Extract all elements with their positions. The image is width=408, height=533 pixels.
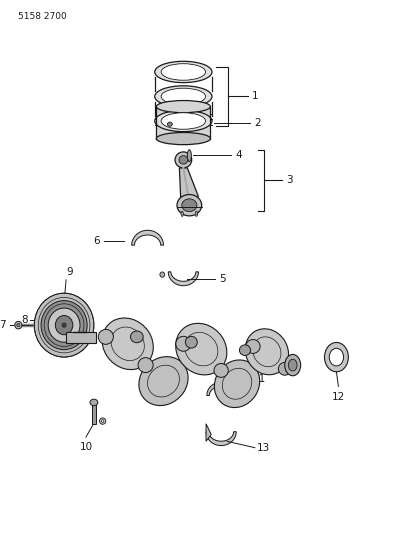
Ellipse shape	[102, 318, 153, 369]
Text: 2: 2	[254, 118, 261, 127]
Ellipse shape	[55, 316, 73, 335]
Text: 5: 5	[219, 274, 226, 284]
Text: 11: 11	[253, 375, 266, 384]
Text: 10: 10	[80, 442, 93, 453]
Ellipse shape	[90, 399, 98, 406]
Ellipse shape	[187, 150, 191, 161]
Ellipse shape	[288, 359, 297, 371]
Text: 1: 1	[252, 92, 258, 101]
Text: 6: 6	[93, 236, 100, 246]
Ellipse shape	[177, 195, 202, 216]
Ellipse shape	[214, 360, 260, 408]
Polygon shape	[207, 382, 235, 395]
Polygon shape	[206, 424, 211, 441]
Bar	[66, 332, 96, 343]
Ellipse shape	[156, 101, 211, 112]
Ellipse shape	[185, 333, 218, 366]
Ellipse shape	[329, 349, 344, 366]
Ellipse shape	[253, 337, 281, 367]
Ellipse shape	[98, 329, 113, 344]
Ellipse shape	[17, 324, 20, 327]
Ellipse shape	[161, 88, 206, 104]
Ellipse shape	[155, 110, 212, 132]
Ellipse shape	[161, 112, 206, 130]
Polygon shape	[206, 432, 236, 446]
Ellipse shape	[278, 362, 291, 375]
Ellipse shape	[160, 272, 165, 277]
Ellipse shape	[139, 357, 188, 406]
Polygon shape	[180, 168, 198, 211]
Ellipse shape	[175, 152, 192, 168]
Polygon shape	[132, 230, 164, 245]
Ellipse shape	[148, 365, 180, 397]
Ellipse shape	[167, 122, 172, 126]
Text: 5158 2700: 5158 2700	[18, 12, 67, 21]
Ellipse shape	[182, 199, 197, 212]
Ellipse shape	[100, 418, 106, 424]
Bar	[156, 107, 211, 139]
Bar	[92, 402, 95, 424]
Ellipse shape	[41, 301, 87, 350]
Ellipse shape	[131, 331, 143, 343]
Ellipse shape	[222, 368, 252, 399]
Ellipse shape	[195, 211, 198, 216]
Ellipse shape	[181, 211, 183, 216]
Text: 8: 8	[22, 315, 28, 325]
Ellipse shape	[62, 323, 66, 327]
Ellipse shape	[214, 364, 228, 377]
Ellipse shape	[245, 329, 288, 375]
Text: 12: 12	[332, 392, 345, 402]
Ellipse shape	[102, 420, 104, 422]
Ellipse shape	[138, 358, 153, 373]
Ellipse shape	[15, 321, 22, 329]
Text: 3: 3	[286, 175, 293, 185]
Ellipse shape	[246, 340, 260, 353]
Ellipse shape	[285, 354, 301, 376]
Text: 7: 7	[0, 320, 6, 330]
Ellipse shape	[185, 336, 197, 348]
Ellipse shape	[161, 63, 206, 80]
Polygon shape	[168, 272, 198, 286]
Ellipse shape	[239, 345, 251, 356]
Ellipse shape	[176, 324, 227, 375]
Ellipse shape	[179, 156, 188, 164]
Text: 9: 9	[67, 267, 73, 277]
Text: 4: 4	[235, 150, 242, 159]
Ellipse shape	[156, 133, 211, 144]
Ellipse shape	[155, 86, 212, 107]
Ellipse shape	[48, 308, 80, 342]
Text: 13: 13	[257, 443, 270, 453]
Ellipse shape	[155, 61, 212, 83]
Ellipse shape	[176, 336, 191, 351]
Ellipse shape	[111, 327, 144, 360]
Ellipse shape	[34, 293, 94, 357]
Ellipse shape	[324, 342, 348, 372]
